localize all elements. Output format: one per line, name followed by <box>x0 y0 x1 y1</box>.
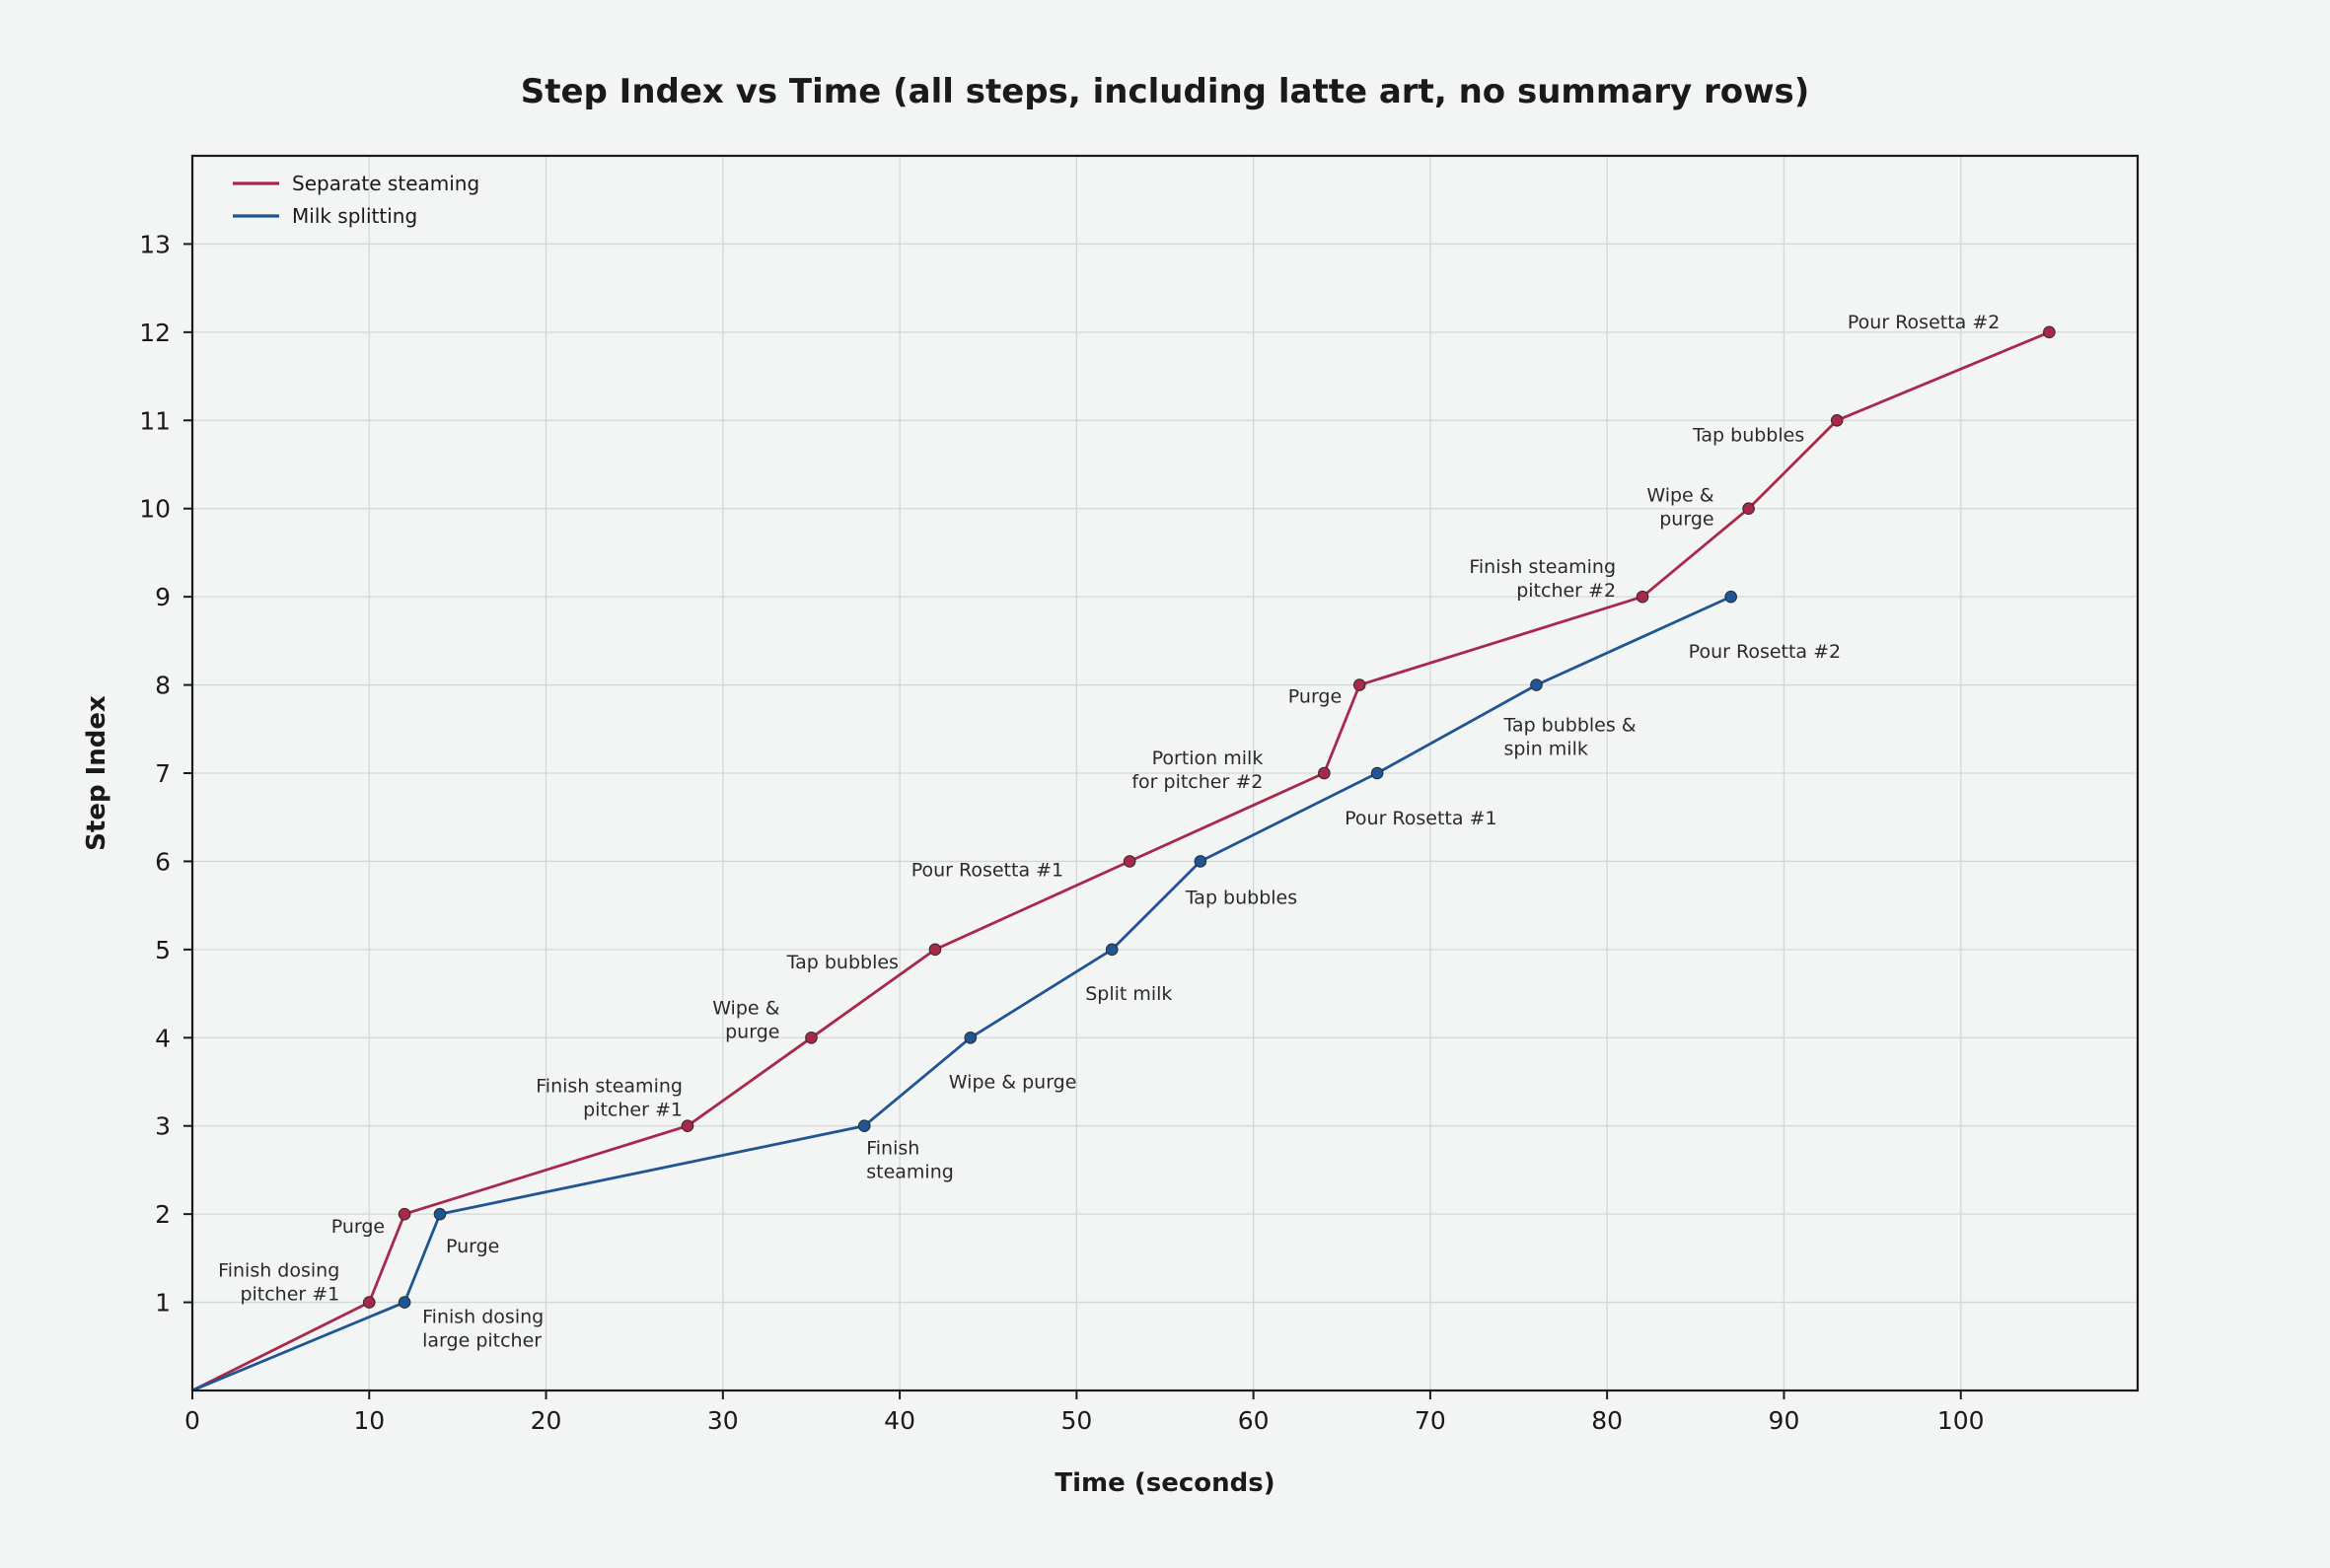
x-tick-label: 20 <box>531 1406 562 1435</box>
data-point <box>1370 766 1384 780</box>
y-axis-title: Step Index <box>82 695 111 851</box>
data-point <box>964 1031 978 1044</box>
x-tick-label: 90 <box>1769 1406 1800 1435</box>
point-label: Purge <box>331 1216 385 1238</box>
point-label: Wipe & purge <box>712 997 779 1042</box>
chart-title: Step Index vs Time (all steps, including… <box>521 72 1810 111</box>
point-label: Finish dosing pitcher #1 <box>218 1260 339 1306</box>
point-label: Tap bubbles <box>1692 424 1804 446</box>
data-point <box>1194 855 1207 868</box>
data-point <box>1742 502 1755 516</box>
grid <box>191 156 2138 1390</box>
series-line <box>191 595 1732 1392</box>
point-label: Wipe & purge <box>949 1071 1077 1093</box>
point-label: Pour Rosetta #2 <box>1689 641 1841 663</box>
y-tick-label: 9 <box>155 583 171 611</box>
y-tick-label: 6 <box>155 847 171 876</box>
y-tick-label: 2 <box>155 1200 171 1229</box>
data-points <box>362 325 2056 1309</box>
point-label: Purge <box>446 1236 499 1257</box>
data-point <box>1105 943 1119 957</box>
data-point <box>1318 766 1331 780</box>
point-label: Tap bubbles <box>1185 887 1297 908</box>
point-label: Tap bubbles & spin milk <box>1502 715 1636 760</box>
legend: Separate steaming Milk splitting <box>233 172 479 228</box>
point-label: Wipe & purge <box>1646 485 1713 531</box>
y-tick-label: 13 <box>139 230 171 258</box>
x-tick-label: 50 <box>1060 1406 1092 1435</box>
x-tick-label: 100 <box>1937 1406 1985 1435</box>
data-point <box>805 1031 818 1044</box>
point-label: Pour Rosetta #1 <box>1345 808 1496 829</box>
x-tick-label: 60 <box>1238 1406 1270 1435</box>
x-tick-label: 10 <box>353 1406 385 1435</box>
point-label: Purge <box>1288 686 1342 708</box>
point-label: Finish steaming pitcher #1 <box>536 1076 683 1121</box>
data-point <box>398 1207 411 1221</box>
x-tick-label: 30 <box>707 1406 739 1435</box>
data-point <box>1724 590 1737 604</box>
data-point <box>1636 590 1649 604</box>
data-point <box>928 943 942 957</box>
point-label: Finish dosing large pitcher <box>422 1307 544 1352</box>
x-tick-label: 70 <box>1415 1406 1446 1435</box>
data-point <box>362 1296 376 1309</box>
legend-label: Separate steaming <box>292 172 479 195</box>
data-point <box>1123 855 1136 868</box>
data-point <box>2043 325 2056 339</box>
x-tick-label: 80 <box>1591 1406 1623 1435</box>
point-label: Tap bubbles <box>786 952 899 973</box>
y-tick-label: 4 <box>155 1024 171 1052</box>
point-label: Split milk <box>1085 983 1172 1005</box>
y-tick-label: 3 <box>155 1112 171 1141</box>
y-tick-label: 10 <box>139 495 171 524</box>
data-point <box>433 1207 447 1221</box>
y-tick-label: 8 <box>155 672 171 700</box>
data-point <box>1530 678 1543 691</box>
x-tick-label: 40 <box>884 1406 915 1435</box>
x-tick-label: 0 <box>184 1406 200 1435</box>
y-tick-label: 12 <box>139 319 171 347</box>
data-point <box>1352 678 1366 691</box>
y-tick-label: 5 <box>155 936 171 964</box>
point-label: Pour Rosetta #2 <box>1848 312 2000 333</box>
point-label: Pour Rosetta #1 <box>911 859 1063 881</box>
data-point <box>857 1119 871 1133</box>
y-tick-label: 1 <box>155 1289 171 1318</box>
legend-label: Milk splitting <box>292 204 417 228</box>
data-point <box>681 1119 694 1133</box>
x-axis-title: Time (seconds) <box>1055 1468 1274 1498</box>
point-label: Portion milk for pitcher #2 <box>1131 748 1263 793</box>
data-point <box>398 1296 411 1309</box>
data-point <box>1830 413 1844 427</box>
point-annotations: Finish dosing pitcher #1 Purge Finish steam… <box>218 312 2000 1352</box>
point-label: Finish steaming pitcher #2 <box>1469 556 1616 602</box>
y-tick-label: 7 <box>155 759 171 788</box>
y-tick-label: 11 <box>139 406 171 435</box>
point-label: Finish steaming <box>866 1138 954 1183</box>
